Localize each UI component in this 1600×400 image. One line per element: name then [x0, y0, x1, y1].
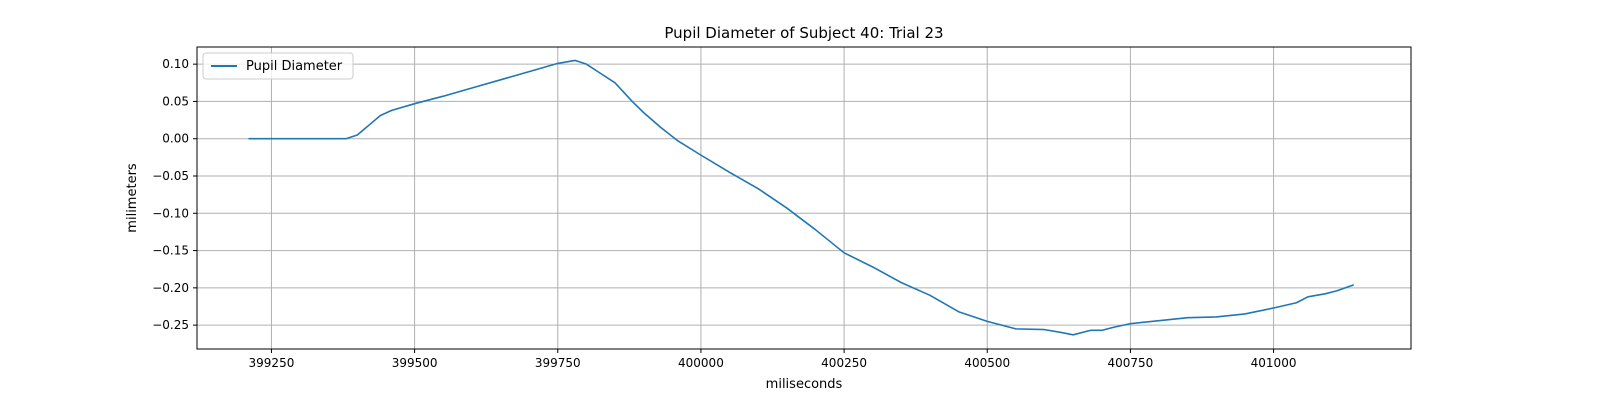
x-tick-label: 400750	[1107, 356, 1153, 370]
y-tick-label: 0.00	[162, 132, 189, 146]
y-tick-label: −0.10	[152, 206, 189, 220]
x-tick-label: 399750	[535, 356, 581, 370]
x-tick-label: 400500	[964, 356, 1010, 370]
series-layer	[248, 59, 1355, 336]
x-tick-label: 400250	[821, 356, 867, 370]
y-tick-label: 0.10	[162, 57, 189, 71]
y-tick-label: −0.05	[152, 169, 189, 183]
x-tick-label: 400000	[678, 356, 724, 370]
y-tick-label: −0.25	[152, 318, 189, 332]
plot-frame	[196, 46, 1412, 350]
y-tick-label: −0.20	[152, 281, 189, 295]
y-axis-title: milimeters	[125, 163, 140, 233]
x-tick-label: 401000	[1251, 356, 1297, 370]
y-tick-label: 0.05	[162, 94, 189, 108]
series-line-pupil-diameter	[248, 59, 1355, 336]
ticks-layer: 399250 399500 399750 400000 400250 400500 4007…	[152, 57, 1296, 370]
x-tick-label: 399500	[392, 356, 438, 370]
x-tick-label: 399250	[249, 356, 295, 370]
legend-label: Pupil Diameter	[246, 59, 343, 74]
y-tick-label: −0.15	[152, 244, 189, 258]
legend-box	[202, 52, 354, 80]
legend: Pupil Diameter	[202, 52, 354, 80]
x-axis-title: miliseconds	[766, 377, 843, 392]
chart-title: Pupil Diameter of Subject 40: Trial 23	[664, 24, 943, 42]
grid	[197, 47, 1411, 349]
